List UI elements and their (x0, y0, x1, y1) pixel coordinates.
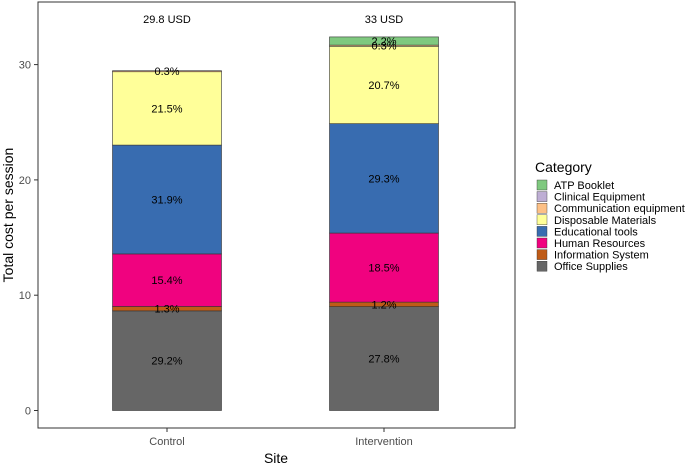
segment-label: 18.5% (368, 263, 399, 275)
segment-label: 29.3% (368, 173, 399, 185)
y-tick-label: 10 (19, 290, 31, 302)
segment-label: 29.2% (151, 356, 182, 368)
legend-key-educational-tools (536, 226, 548, 237)
bar-segment-educational-tools-control (112, 144, 222, 255)
bar-segment-disposable-materials-intervention (329, 45, 439, 124)
segment-labels-layer: 29.2% 1.3% 15.4% 31.9% 21.5% 0.3% 27.8% 1.2% 18.… (151, 36, 399, 368)
bars-layer (112, 36, 439, 411)
legend-label: Educational tools (554, 226, 638, 238)
y-tick-label: 20 (19, 175, 31, 187)
y-tick-label: 30 (19, 60, 31, 72)
legend-label: ATP Booklet (554, 180, 614, 192)
legend-key-communication-equipment (536, 202, 548, 214)
bar-segment-disposable-materials-control (112, 71, 222, 146)
bar-segment-office-supplies-control (112, 310, 222, 411)
segment-label: 0.3% (371, 41, 396, 53)
legend-label: Office Supplies (554, 261, 628, 273)
segment-label: 0.3% (154, 66, 179, 78)
legend-key-clinical-equipment (536, 191, 548, 202)
legend-label: Disposable Materials (554, 215, 657, 227)
segment-label: 21.5% (151, 103, 182, 115)
legend-label: Human Resources (554, 238, 646, 250)
plot-panel (37, 1, 516, 429)
segment-label: 15.4% (151, 275, 182, 287)
legend-label: Information System (554, 250, 649, 262)
segment-label: 27.8% (368, 354, 399, 366)
total-label-control: 29.8 USD (143, 14, 191, 26)
bar-segment-atp-booklet-intervention (329, 36, 439, 46)
x-tick-label: Control (149, 436, 184, 448)
legend-key-information-system (536, 249, 548, 260)
segment-label: 31.9% (151, 195, 182, 207)
legend-key-human-resources (536, 237, 548, 249)
legend-key-office-supplies (536, 261, 548, 272)
total-labels-layer: 29.8 USD 33 USD (143, 14, 403, 26)
x-axis-title: Site (264, 450, 288, 464)
bar-segment-communication-equipment-control (112, 70, 222, 73)
y-tick-label: 0 (25, 406, 31, 418)
x-tick-label: Intervention (355, 436, 412, 448)
segment-label: 1.3% (154, 304, 179, 316)
y-axis: 0 10 20 30 (19, 60, 38, 418)
legend-key-atp-booklet (536, 179, 548, 191)
legend-key-disposable-materials (536, 214, 548, 226)
bar-segment-human-resources-control (112, 253, 222, 307)
bar-segment-educational-tools-intervention (329, 123, 439, 234)
segment-label: 20.7% (368, 80, 399, 92)
legend-label: Communication equipment (554, 203, 685, 215)
x-axis: Control Intervention (149, 428, 413, 448)
y-axis-title: Total cost per session (0, 148, 16, 283)
segment-label: 1.2% (371, 299, 396, 311)
segment-label: 2.2% (371, 36, 396, 48)
legend-title: Category (535, 159, 592, 175)
total-label-intervention: 33 USD (365, 14, 404, 26)
legend-label: Clinical Equipment (554, 192, 645, 204)
